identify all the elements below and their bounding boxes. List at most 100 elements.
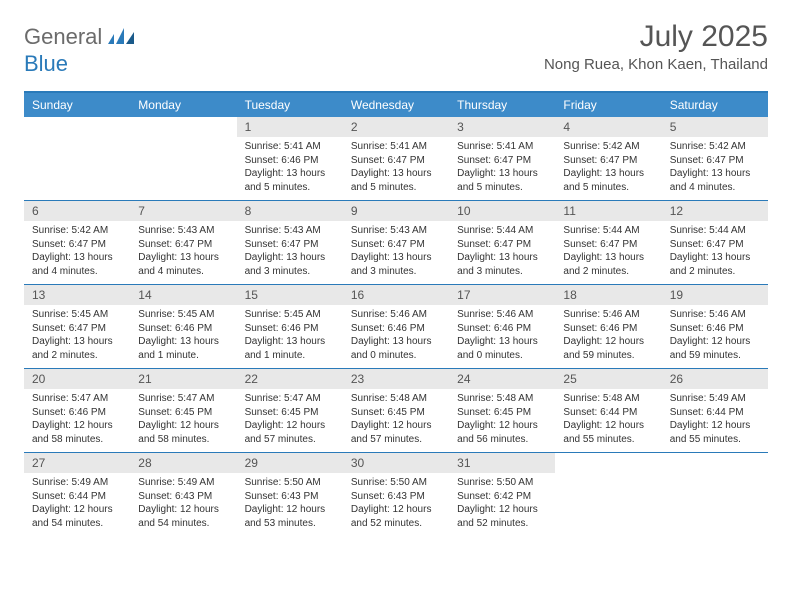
day-cell: 11Sunrise: 5:44 AMSunset: 6:47 PMDayligh…	[555, 201, 661, 284]
week-row: 6Sunrise: 5:42 AMSunset: 6:47 PMDaylight…	[24, 200, 768, 284]
day-number: 18	[555, 285, 661, 305]
day-cell	[662, 453, 768, 536]
day-number: 29	[237, 453, 343, 473]
day-details: Sunrise: 5:44 AMSunset: 6:47 PMDaylight:…	[449, 221, 555, 284]
day-number: 19	[662, 285, 768, 305]
day-number: 11	[555, 201, 661, 221]
day-details: Sunrise: 5:50 AMSunset: 6:43 PMDaylight:…	[343, 473, 449, 536]
day-cell: 23Sunrise: 5:48 AMSunset: 6:45 PMDayligh…	[343, 369, 449, 452]
day-details: Sunrise: 5:48 AMSunset: 6:45 PMDaylight:…	[449, 389, 555, 452]
day-cell: 13Sunrise: 5:45 AMSunset: 6:47 PMDayligh…	[24, 285, 130, 368]
day-number: 21	[130, 369, 236, 389]
day-cell: 20Sunrise: 5:47 AMSunset: 6:46 PMDayligh…	[24, 369, 130, 452]
day-cell: 5Sunrise: 5:42 AMSunset: 6:47 PMDaylight…	[662, 117, 768, 200]
week-row: 1Sunrise: 5:41 AMSunset: 6:46 PMDaylight…	[24, 117, 768, 200]
day-number: 15	[237, 285, 343, 305]
day-number: 30	[343, 453, 449, 473]
day-details: Sunrise: 5:42 AMSunset: 6:47 PMDaylight:…	[662, 137, 768, 200]
day-number: 27	[24, 453, 130, 473]
dayname: Wednesday	[343, 93, 449, 117]
day-cell: 1Sunrise: 5:41 AMSunset: 6:46 PMDaylight…	[237, 117, 343, 200]
location-text: Nong Ruea, Khon Kaen, Thailand	[544, 56, 768, 73]
day-cell: 26Sunrise: 5:49 AMSunset: 6:44 PMDayligh…	[662, 369, 768, 452]
day-number: 26	[662, 369, 768, 389]
logo-text-general: General	[24, 24, 102, 50]
day-number: 24	[449, 369, 555, 389]
calendar: SundayMondayTuesdayWednesdayThursdayFrid…	[24, 91, 768, 536]
title-block: July 2025 Nong Ruea, Khon Kaen, Thailand	[544, 20, 768, 73]
day-details: Sunrise: 5:45 AMSunset: 6:46 PMDaylight:…	[237, 305, 343, 368]
dayname: Tuesday	[237, 93, 343, 117]
day-details: Sunrise: 5:47 AMSunset: 6:46 PMDaylight:…	[24, 389, 130, 452]
dayname: Monday	[130, 93, 236, 117]
day-cell: 25Sunrise: 5:48 AMSunset: 6:44 PMDayligh…	[555, 369, 661, 452]
day-cell	[130, 117, 236, 200]
logo: General	[24, 24, 138, 50]
day-cell: 6Sunrise: 5:42 AMSunset: 6:47 PMDaylight…	[24, 201, 130, 284]
day-number: 7	[130, 201, 236, 221]
day-cell: 22Sunrise: 5:47 AMSunset: 6:45 PMDayligh…	[237, 369, 343, 452]
day-details: Sunrise: 5:46 AMSunset: 6:46 PMDaylight:…	[662, 305, 768, 368]
dayname: Friday	[555, 93, 661, 117]
day-details: Sunrise: 5:43 AMSunset: 6:47 PMDaylight:…	[237, 221, 343, 284]
day-details: Sunrise: 5:42 AMSunset: 6:47 PMDaylight:…	[555, 137, 661, 200]
day-details: Sunrise: 5:49 AMSunset: 6:44 PMDaylight:…	[662, 389, 768, 452]
day-details: Sunrise: 5:43 AMSunset: 6:47 PMDaylight:…	[130, 221, 236, 284]
day-number: 8	[237, 201, 343, 221]
day-details: Sunrise: 5:50 AMSunset: 6:43 PMDaylight:…	[237, 473, 343, 536]
day-details: Sunrise: 5:50 AMSunset: 6:42 PMDaylight:…	[449, 473, 555, 536]
day-cell: 21Sunrise: 5:47 AMSunset: 6:45 PMDayligh…	[130, 369, 236, 452]
day-details: Sunrise: 5:47 AMSunset: 6:45 PMDaylight:…	[130, 389, 236, 452]
day-number: 9	[343, 201, 449, 221]
day-details: Sunrise: 5:47 AMSunset: 6:45 PMDaylight:…	[237, 389, 343, 452]
day-details: Sunrise: 5:48 AMSunset: 6:44 PMDaylight:…	[555, 389, 661, 452]
day-details: Sunrise: 5:43 AMSunset: 6:47 PMDaylight:…	[343, 221, 449, 284]
dayname: Sunday	[24, 93, 130, 117]
day-number: 12	[662, 201, 768, 221]
day-cell	[24, 117, 130, 200]
dayname: Thursday	[449, 93, 555, 117]
day-cell: 27Sunrise: 5:49 AMSunset: 6:44 PMDayligh…	[24, 453, 130, 536]
day-number: 23	[343, 369, 449, 389]
day-cell: 2Sunrise: 5:41 AMSunset: 6:47 PMDaylight…	[343, 117, 449, 200]
day-number: 2	[343, 117, 449, 137]
day-cell: 14Sunrise: 5:45 AMSunset: 6:46 PMDayligh…	[130, 285, 236, 368]
day-details: Sunrise: 5:49 AMSunset: 6:44 PMDaylight:…	[24, 473, 130, 536]
day-cell: 7Sunrise: 5:43 AMSunset: 6:47 PMDaylight…	[130, 201, 236, 284]
day-cell: 24Sunrise: 5:48 AMSunset: 6:45 PMDayligh…	[449, 369, 555, 452]
day-details: Sunrise: 5:41 AMSunset: 6:47 PMDaylight:…	[449, 137, 555, 200]
month-title: July 2025	[544, 20, 768, 54]
day-cell: 29Sunrise: 5:50 AMSunset: 6:43 PMDayligh…	[237, 453, 343, 536]
day-details: Sunrise: 5:44 AMSunset: 6:47 PMDaylight:…	[662, 221, 768, 284]
day-number: 17	[449, 285, 555, 305]
dayname: Saturday	[662, 93, 768, 117]
day-number: 28	[130, 453, 236, 473]
day-details: Sunrise: 5:46 AMSunset: 6:46 PMDaylight:…	[343, 305, 449, 368]
day-number: 22	[237, 369, 343, 389]
day-details: Sunrise: 5:41 AMSunset: 6:46 PMDaylight:…	[237, 137, 343, 200]
day-cell: 9Sunrise: 5:43 AMSunset: 6:47 PMDaylight…	[343, 201, 449, 284]
day-number: 20	[24, 369, 130, 389]
day-number: 31	[449, 453, 555, 473]
day-cell: 16Sunrise: 5:46 AMSunset: 6:46 PMDayligh…	[343, 285, 449, 368]
day-details: Sunrise: 5:45 AMSunset: 6:46 PMDaylight:…	[130, 305, 236, 368]
dayname-row: SundayMondayTuesdayWednesdayThursdayFrid…	[24, 93, 768, 117]
day-number: 16	[343, 285, 449, 305]
logo-chart-icon	[108, 26, 134, 49]
day-number: 4	[555, 117, 661, 137]
day-cell: 8Sunrise: 5:43 AMSunset: 6:47 PMDaylight…	[237, 201, 343, 284]
logo-text-blue: Blue	[24, 51, 68, 77]
day-cell: 3Sunrise: 5:41 AMSunset: 6:47 PMDaylight…	[449, 117, 555, 200]
day-details: Sunrise: 5:42 AMSunset: 6:47 PMDaylight:…	[24, 221, 130, 284]
day-cell: 19Sunrise: 5:46 AMSunset: 6:46 PMDayligh…	[662, 285, 768, 368]
day-number: 6	[24, 201, 130, 221]
day-cell: 18Sunrise: 5:46 AMSunset: 6:46 PMDayligh…	[555, 285, 661, 368]
day-number: 13	[24, 285, 130, 305]
day-cell: 10Sunrise: 5:44 AMSunset: 6:47 PMDayligh…	[449, 201, 555, 284]
day-cell	[555, 453, 661, 536]
day-number: 1	[237, 117, 343, 137]
day-details: Sunrise: 5:46 AMSunset: 6:46 PMDaylight:…	[449, 305, 555, 368]
week-row: 20Sunrise: 5:47 AMSunset: 6:46 PMDayligh…	[24, 368, 768, 452]
day-details: Sunrise: 5:44 AMSunset: 6:47 PMDaylight:…	[555, 221, 661, 284]
day-cell: 15Sunrise: 5:45 AMSunset: 6:46 PMDayligh…	[237, 285, 343, 368]
